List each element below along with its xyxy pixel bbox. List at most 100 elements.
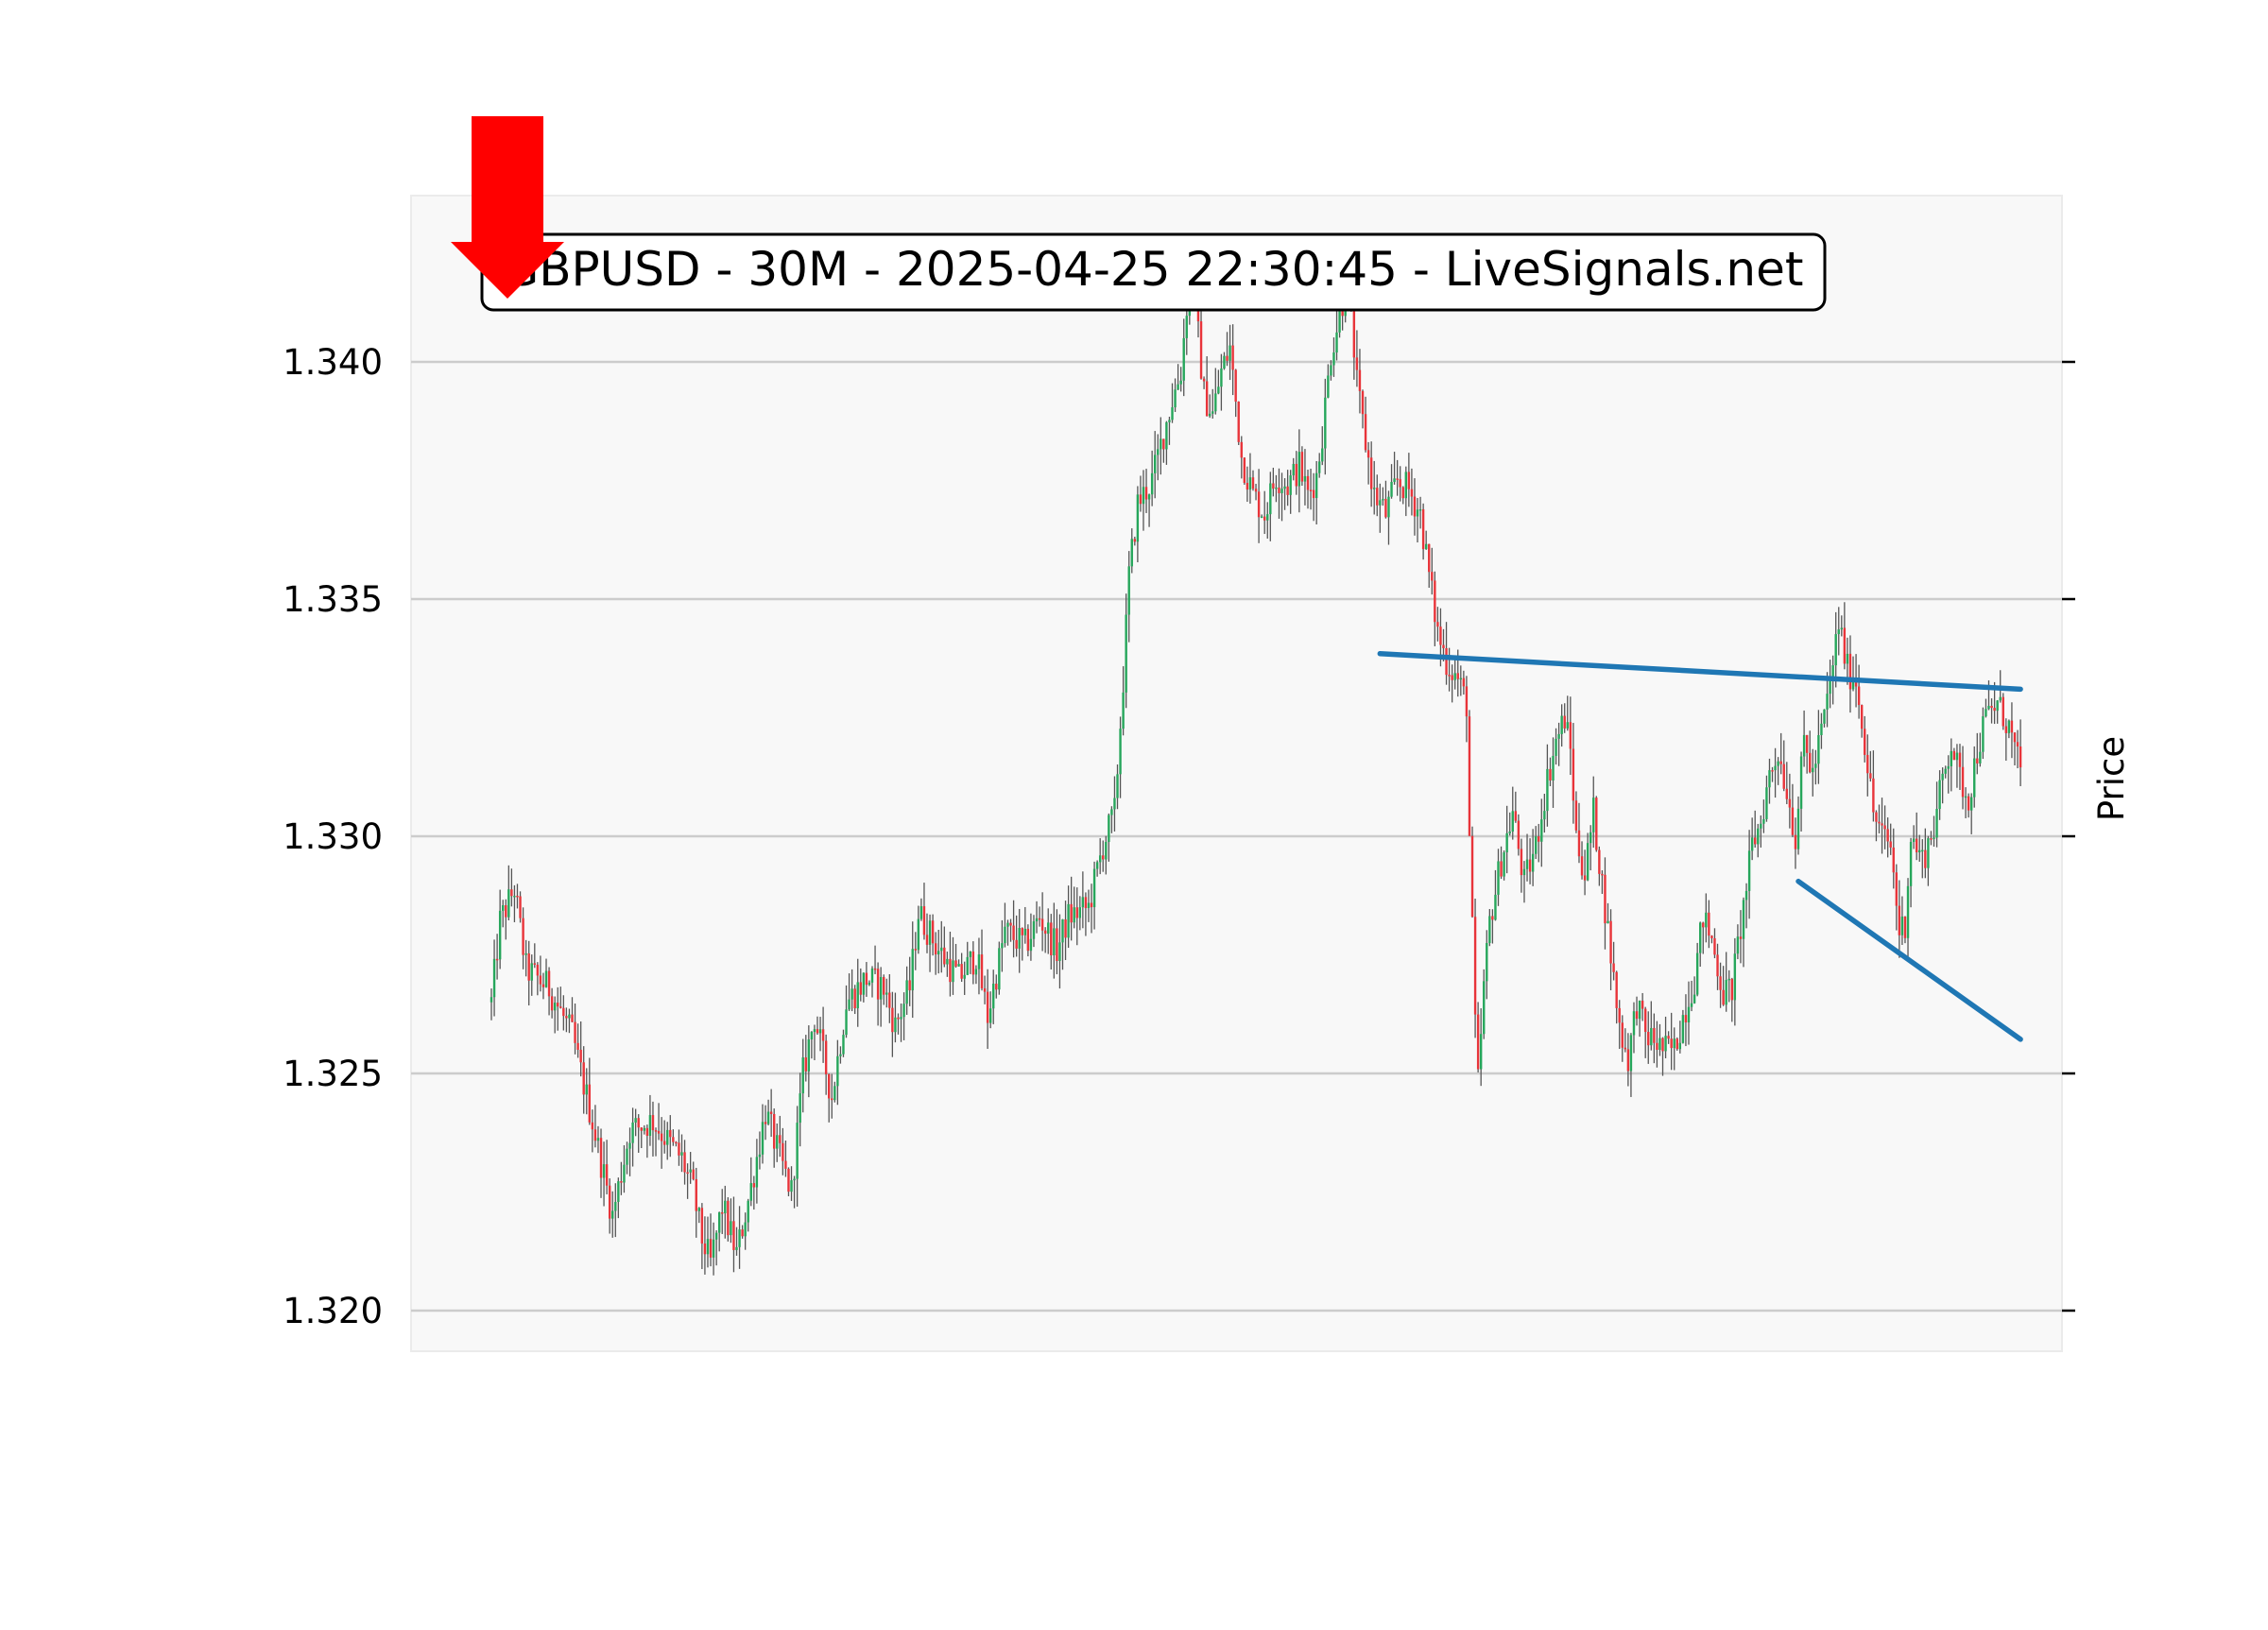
- candle-down: [1401, 487, 1404, 499]
- candle-up: [735, 1246, 738, 1250]
- candle-up: [1122, 692, 1125, 729]
- candle-down: [1043, 930, 1047, 935]
- candle-down: [1641, 1000, 1644, 1009]
- candle-up: [1938, 780, 1941, 810]
- candle-down: [678, 1142, 680, 1156]
- candle-down: [1595, 798, 1598, 850]
- candle-up: [1531, 853, 1535, 872]
- candle-up: [1969, 797, 1973, 811]
- candle-up: [1127, 566, 1130, 615]
- candle-down: [888, 992, 891, 1008]
- candle-up: [1768, 770, 1771, 788]
- candle-down: [1272, 483, 1275, 489]
- candle-up: [1650, 1027, 1653, 1046]
- candle-down: [1355, 357, 1359, 370]
- candle-down: [1782, 764, 1785, 789]
- candle-down: [1237, 402, 1240, 442]
- candle-up: [1179, 380, 1182, 385]
- candle-up: [1208, 413, 1211, 417]
- candle-up: [1004, 926, 1006, 944]
- candle-down: [1635, 1011, 1639, 1020]
- candle-up: [614, 1201, 617, 1211]
- candle-up: [553, 1003, 557, 1011]
- candle-up: [1900, 916, 1904, 935]
- candle-up: [1944, 768, 1947, 774]
- candle-down: [1670, 1038, 1673, 1049]
- candle-down: [1952, 750, 1956, 761]
- candle-up: [1373, 488, 1376, 489]
- candle-down: [1038, 918, 1041, 920]
- candle-up: [1105, 842, 1108, 860]
- candle-down: [908, 980, 911, 991]
- candle-down: [1990, 705, 1993, 709]
- candle-down: [1243, 457, 1246, 483]
- candle-up: [761, 1122, 765, 1155]
- sell-arrow-icon: [451, 116, 564, 299]
- candle-down: [582, 1062, 585, 1095]
- candle-up: [1147, 494, 1151, 500]
- candle-up: [810, 1032, 814, 1040]
- candle-down: [1473, 917, 1477, 1015]
- candle-down: [1364, 414, 1367, 451]
- candle-down: [1624, 1047, 1627, 1050]
- candle-up: [799, 1093, 801, 1124]
- candle-down: [1572, 748, 1575, 801]
- candle-down: [1878, 821, 1881, 824]
- candle-down: [1805, 734, 1809, 753]
- candle-down: [1462, 678, 1466, 687]
- candle-up: [1424, 543, 1428, 550]
- candle-down: [1254, 489, 1258, 492]
- candle-up: [1681, 1015, 1685, 1043]
- candle-up: [1586, 843, 1589, 881]
- candle-down: [821, 1029, 825, 1041]
- candle-down: [721, 1212, 724, 1214]
- candle-up: [1840, 627, 1844, 630]
- candle-down: [1376, 488, 1379, 506]
- candle-up: [988, 1008, 992, 1023]
- candle-up: [1018, 927, 1021, 949]
- candle-down: [516, 895, 519, 898]
- candle-down: [1771, 770, 1774, 772]
- candle-down: [1661, 1038, 1664, 1052]
- candle-up: [1802, 734, 1806, 757]
- candle-up: [1525, 859, 1529, 869]
- candle-down: [1231, 345, 1234, 370]
- candle-up: [1081, 897, 1085, 908]
- candle-up: [796, 1123, 799, 1179]
- candle-up: [894, 1017, 897, 1033]
- candle-up: [1606, 920, 1609, 924]
- candle-up: [905, 980, 908, 1004]
- candle-up: [1727, 978, 1730, 981]
- candle-down: [1286, 486, 1289, 495]
- candle-down: [675, 1141, 678, 1144]
- candle-down: [571, 1014, 574, 1022]
- candle-up: [1982, 716, 1984, 752]
- candle-up: [1297, 452, 1301, 487]
- candle-up: [1382, 498, 1384, 501]
- candle-up: [643, 1127, 646, 1131]
- candle-up: [697, 1208, 701, 1211]
- candle-up: [1418, 508, 1422, 511]
- candle-down: [1675, 1038, 1678, 1050]
- candle-down: [1084, 897, 1088, 908]
- candle-up: [1996, 700, 1999, 712]
- candle-down: [1399, 479, 1401, 488]
- candle-down: [1102, 855, 1105, 860]
- candle-up: [1750, 837, 1754, 851]
- candle-up: [766, 1111, 770, 1124]
- candle-up: [848, 999, 850, 1010]
- candle-up: [790, 1180, 793, 1192]
- candle-down: [931, 920, 935, 944]
- candle-down: [1234, 369, 1237, 403]
- candle-up: [1275, 487, 1278, 489]
- candle-up: [744, 1222, 747, 1237]
- candle-down: [703, 1243, 707, 1255]
- candle-up: [1695, 952, 1699, 995]
- candle-down: [2019, 746, 2022, 768]
- candle-up: [1765, 787, 1768, 819]
- candle-down: [533, 963, 536, 965]
- candle-up: [917, 918, 920, 951]
- candle-down: [1791, 807, 1795, 835]
- candle-down: [1366, 450, 1370, 458]
- candle-down: [527, 952, 530, 981]
